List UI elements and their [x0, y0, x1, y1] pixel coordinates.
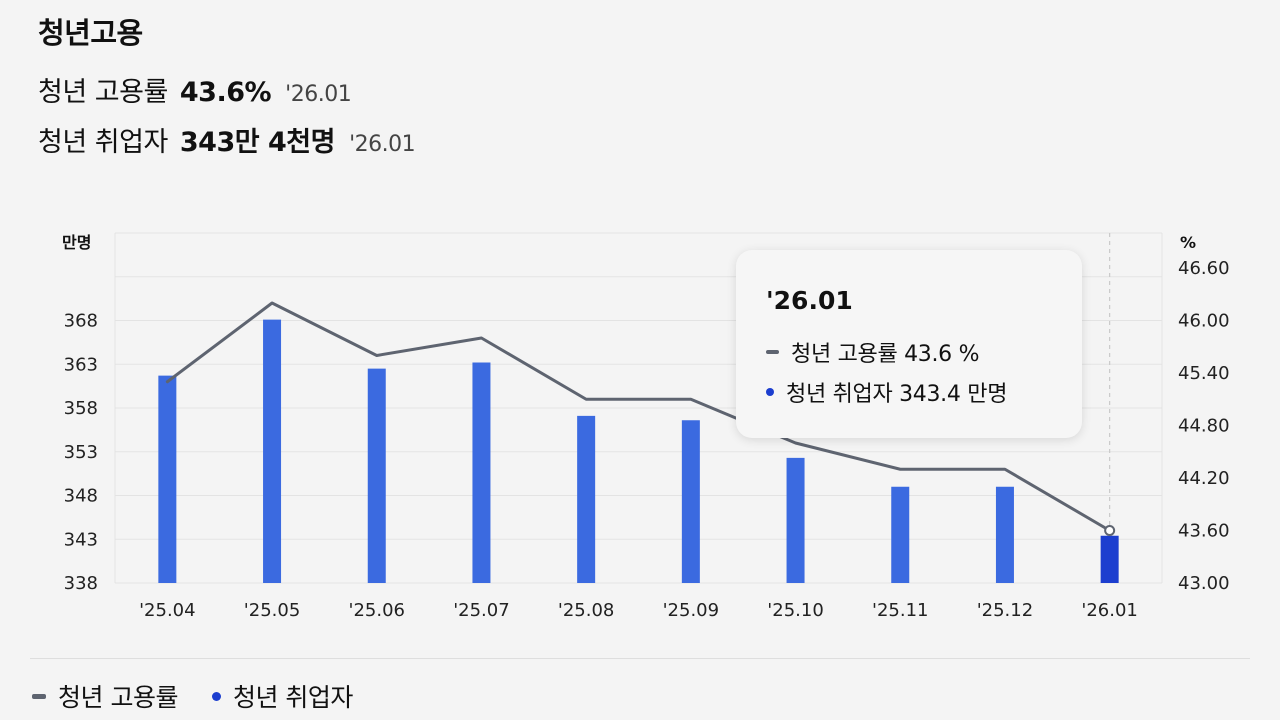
x-tick-label: '25.10 — [767, 600, 823, 621]
bar-employed — [1100, 535, 1119, 583]
tooltip-employed-text: 청년 취업자 343.4 만명 — [786, 382, 1008, 407]
left-tick-label: 338 — [64, 573, 98, 594]
right-tick-label: 45.40 — [1178, 363, 1230, 384]
bar-employed — [577, 415, 596, 583]
right-tick-label: 44.20 — [1178, 468, 1230, 489]
x-tick-label: '25.07 — [453, 600, 509, 621]
line-employment-rate — [165, 301, 1112, 532]
tooltip-rate-text: 청년 고용률 43.6 % — [791, 342, 980, 367]
legend-rate-label: 청년 고용률 — [58, 683, 178, 712]
legend-item-employed[interactable]: 청년 취업자 — [211, 678, 353, 714]
bar-employed — [681, 420, 700, 583]
tooltip-rate-row: 청년 고용률 43.6 % — [766, 336, 979, 368]
right-tick-label: 44.80 — [1178, 416, 1230, 437]
line-series-dash-icon — [32, 693, 46, 699]
bar-employed — [891, 486, 910, 583]
bar-series-dot-icon — [766, 388, 774, 396]
x-tick-label: '25.04 — [139, 600, 195, 621]
x-tick-label: '26.01 — [1081, 600, 1137, 621]
legend-divider — [30, 658, 1250, 659]
line-series-dash-icon — [766, 350, 779, 354]
bar-employed — [786, 457, 805, 583]
right-tick-label: 46.60 — [1178, 258, 1230, 279]
employed-count-label: 청년 취업자 — [38, 127, 168, 158]
left-axis-unit: 만명 — [62, 233, 91, 252]
x-tick-label: '25.09 — [663, 600, 719, 621]
left-tick-label: 358 — [64, 398, 98, 419]
tooltip-title: '26.01 — [766, 286, 853, 315]
line-point-highlight — [1104, 525, 1116, 536]
x-tick-label: '25.05 — [244, 600, 300, 621]
page-title: 청년고용 — [38, 16, 143, 50]
employment-rate-value: 43.6% — [179, 77, 272, 108]
legend-employed-label: 청년 취업자 — [232, 683, 353, 712]
employed-count-date: '26.01 — [349, 132, 416, 157]
employment-rate-summary: 청년 고용률 43.6% '26.01 — [38, 70, 352, 109]
bar-employed — [367, 368, 386, 583]
left-tick-label: 368 — [64, 311, 98, 332]
bar-employed — [472, 362, 491, 583]
employed-count-value: 343만 4천명 — [179, 127, 336, 158]
bar-series-dot-icon — [211, 691, 221, 701]
x-tick-label: '25.12 — [977, 600, 1033, 621]
right-tick-label: 43.00 — [1178, 573, 1230, 594]
right-tick-label: 46.00 — [1178, 311, 1230, 332]
left-tick-label: 348 — [64, 486, 98, 507]
bar-employed — [158, 375, 177, 583]
chart-tooltip: '26.01 청년 고용률 43.6 % 청년 취업자 343.4 만명 — [736, 250, 1082, 438]
right-tick-label: 43.60 — [1178, 521, 1230, 542]
legend-item-rate[interactable]: 청년 고용률 — [32, 678, 178, 714]
chart-legend: 청년 고용률 청년 취업자 — [32, 678, 353, 714]
bar-employed — [995, 486, 1014, 583]
x-tick-label: '25.08 — [558, 600, 614, 621]
bar-employed — [263, 319, 282, 583]
right-axis-unit: % — [1180, 233, 1196, 252]
x-tick-label: '25.11 — [872, 600, 928, 621]
left-tick-label: 353 — [64, 442, 98, 463]
employment-rate-date: '26.01 — [285, 82, 352, 107]
x-tick-label: '25.06 — [349, 600, 405, 621]
employment-rate-label: 청년 고용률 — [38, 77, 168, 108]
left-tick-label: 343 — [64, 529, 98, 550]
employed-count-summary: 청년 취업자 343만 4천명 '26.01 — [38, 120, 416, 159]
tooltip-employed-row: 청년 취업자 343.4 만명 — [766, 376, 1007, 408]
left-tick-label: 363 — [64, 354, 98, 375]
